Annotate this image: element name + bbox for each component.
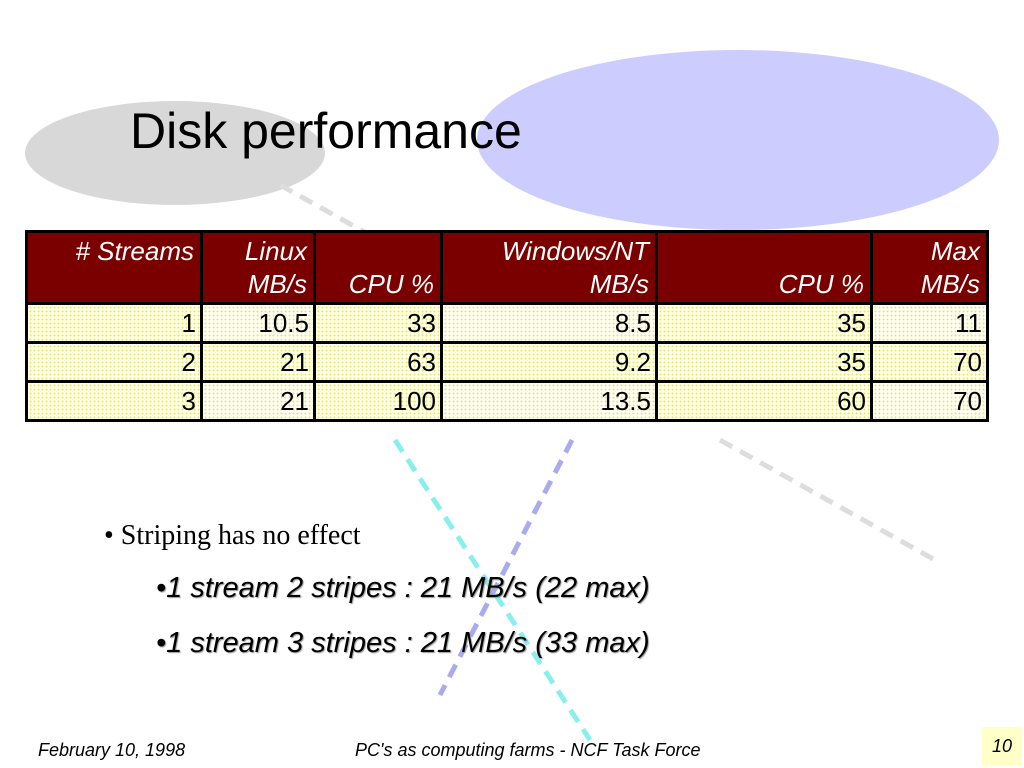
cell-linux-cpu: 100 <box>313 380 443 422</box>
header-linux-mbs: Linux MB/s <box>200 231 316 304</box>
cell-streams: 1 <box>25 302 203 344</box>
disk-performance-table: # Streams Linux MB/s CPU % Windows/NT MB/s… <box>25 230 989 422</box>
table-header-row: # Streams Linux MB/s CPU % Windows/NT MB/s… <box>25 231 989 304</box>
slide-title: Disk performance <box>130 103 522 159</box>
gray-dashed-line-right <box>718 437 937 563</box>
gray-ellipse <box>25 101 325 205</box>
header-max-mbs: Max MB/s <box>870 231 989 304</box>
cell-nt-cpu: 60 <box>655 380 873 422</box>
cell-max-mbs: 11 <box>870 302 989 344</box>
header-streams: # Streams <box>25 231 203 304</box>
header-nt-mbs: Windows/NT MB/s <box>440 231 658 304</box>
gray-dashed-line-top <box>278 182 372 238</box>
footer-title: PC's as computing farms - NCF Task Force <box>355 740 701 760</box>
footer-date: February 10, 1998 <box>38 740 186 760</box>
cell-linux-cpu: 63 <box>313 341 443 383</box>
cyan-dashed-line <box>392 438 593 742</box>
cell-linux-mbs: 21 <box>200 341 316 383</box>
header-linux-cpu: CPU % <box>313 231 443 304</box>
cell-nt-mbs: 8.5 <box>440 302 658 344</box>
blue-dashed-line <box>437 438 575 697</box>
blue-ellipse <box>477 50 999 230</box>
bullet-sub-2: •1 stream 3 stripes : 21 MB/s (33 max) <box>156 627 650 659</box>
table-row: 1 10.5 33 8.5 35 11 <box>25 302 989 344</box>
cell-streams: 3 <box>25 380 203 422</box>
cell-nt-mbs: 9.2 <box>440 341 658 383</box>
cell-linux-mbs: 10.5 <box>200 302 316 344</box>
cell-streams: 2 <box>25 341 203 383</box>
table-row: 2 21 63 9.2 35 70 <box>25 341 989 383</box>
page-number: 10 <box>982 727 1022 765</box>
header-nt-cpu: CPU % <box>655 231 873 304</box>
cell-max-mbs: 70 <box>870 341 989 383</box>
table-row: 3 21 100 13.5 60 70 <box>25 380 989 422</box>
cell-max-mbs: 70 <box>870 380 989 422</box>
cell-nt-mbs: 13.5 <box>440 380 658 422</box>
cell-linux-cpu: 33 <box>313 302 443 344</box>
bullet-list: • Striping has no effect •1 stream 2 str… <box>104 520 650 682</box>
cell-nt-cpu: 35 <box>655 302 873 344</box>
cell-nt-cpu: 35 <box>655 341 873 383</box>
cell-linux-mbs: 21 <box>200 380 316 422</box>
bullet-sub-1: •1 stream 2 stripes : 21 MB/s (22 max) <box>156 572 650 604</box>
bullet-main: • Striping has no effect <box>104 520 361 551</box>
